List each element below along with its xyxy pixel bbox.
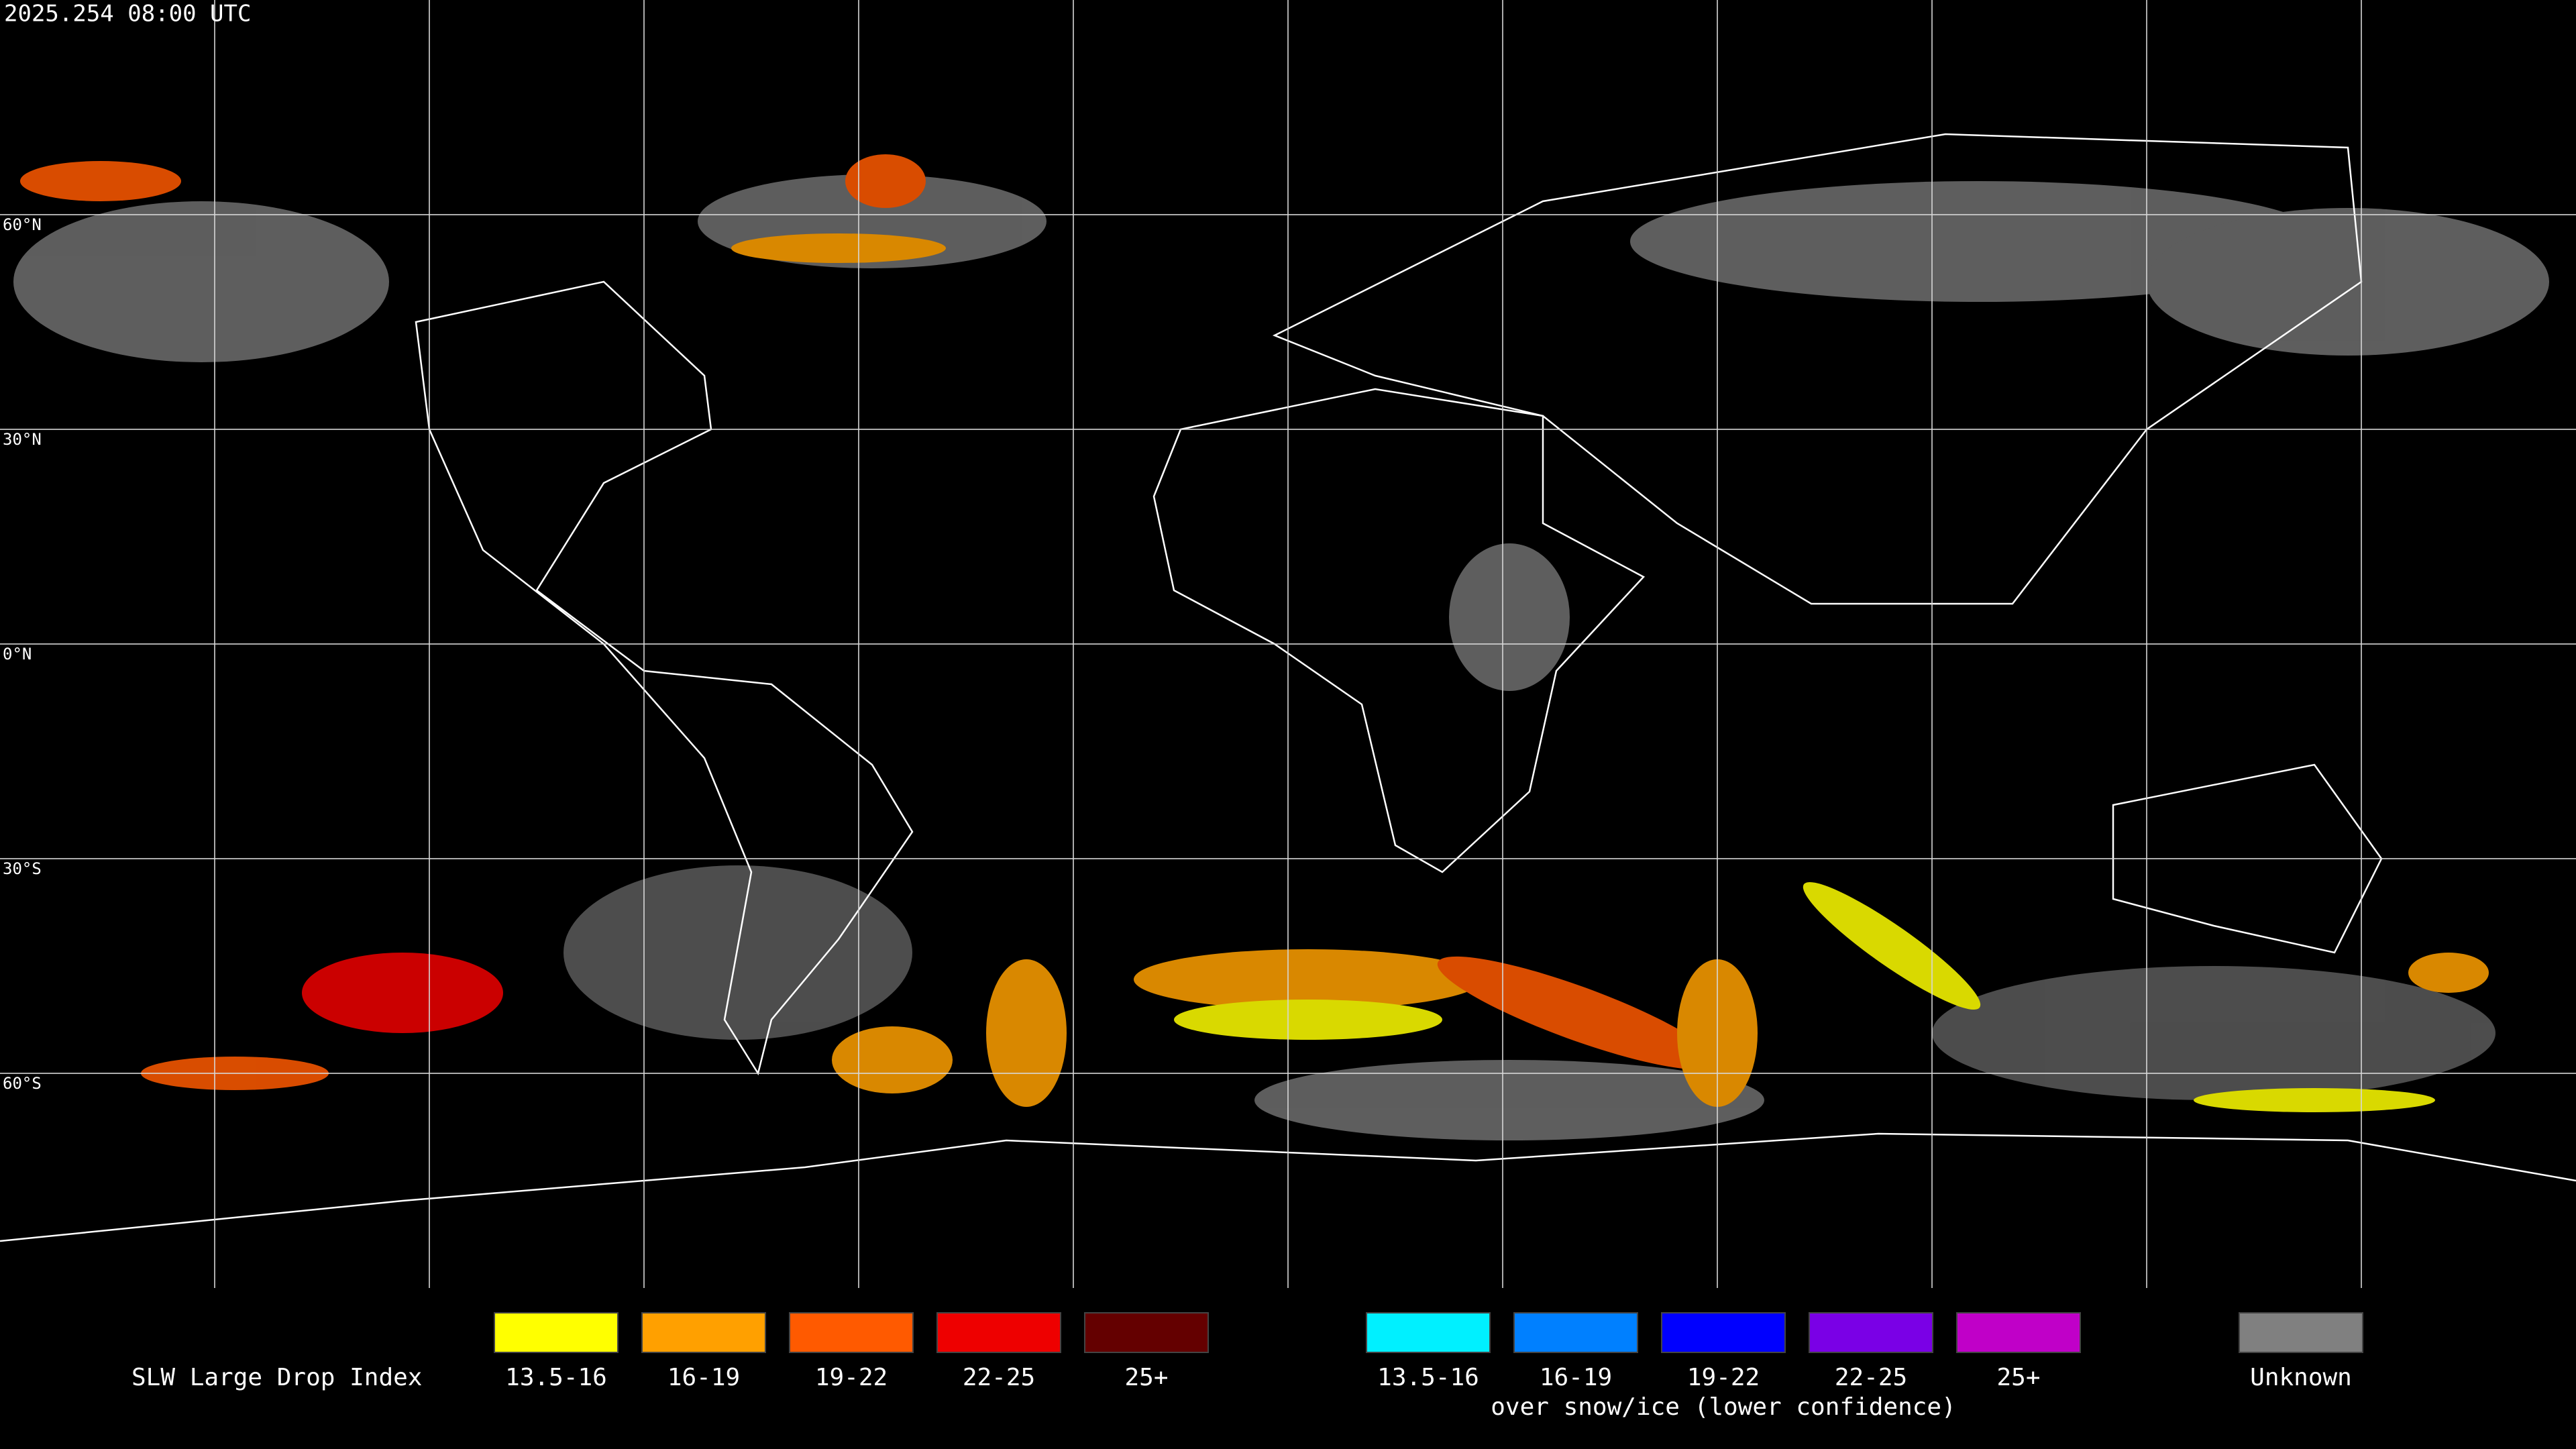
legend-title: SLW Large Drop Index [131, 1364, 422, 1391]
drop-area [731, 233, 946, 263]
latitude-labels: 60°N 30°N 0°N 30°S 60°S [3, 215, 42, 1093]
latitude-label: 60°S [3, 1074, 42, 1093]
graticule [0, 0, 2576, 1288]
drop-area [986, 959, 1067, 1107]
legend-label: 13.5-16 [505, 1364, 607, 1391]
legend-label: 22-25 [963, 1364, 1035, 1391]
coastline-eurasia [1272, 133, 2363, 605]
legend-swatch [494, 1312, 619, 1353]
latitude-label: 30°N [3, 430, 42, 449]
legend-swatch [2239, 1312, 2363, 1353]
drop-area [2194, 1088, 2435, 1112]
drop-area [20, 161, 181, 201]
unknown-area [2147, 208, 2549, 356]
legend-label: Unknown [2250, 1364, 2352, 1391]
legend-swatch [1661, 1312, 1786, 1353]
drop-area [302, 953, 503, 1033]
legend-swatch [1084, 1312, 1209, 1353]
coastlines [0, 133, 2576, 1242]
latitude-label: 60°N [3, 215, 42, 234]
drop-area [832, 1026, 953, 1093]
latitude-label: 30°S [3, 859, 42, 878]
legend-label: 13.5-16 [1377, 1364, 1479, 1391]
legend-label: 19-22 [815, 1364, 888, 1391]
unknown-area [1449, 543, 1570, 691]
legend-label: 16-19 [667, 1364, 740, 1391]
legend-label: 16-19 [1540, 1364, 1612, 1391]
coastline-americas [415, 280, 914, 1076]
legend-label: 22-25 [1835, 1364, 1907, 1391]
drop-area [845, 154, 926, 208]
legend-swatch [936, 1312, 1061, 1353]
drop-area [2408, 953, 2489, 993]
legend-swatch [789, 1312, 914, 1353]
drop-area [1174, 1000, 1442, 1040]
unknown-area [564, 865, 912, 1040]
coastline-australia [2112, 763, 2383, 954]
coastline-africa [1152, 388, 1646, 873]
coastline-antarctica [0, 1132, 2576, 1242]
legend-swatch [1513, 1312, 1638, 1353]
legend: 13.5-16 16-19 19-22 22-25 25+ 13.5-16 16-19 19-… [494, 1312, 2363, 1421]
unknown-area [1254, 1060, 1764, 1140]
legend-label: 25+ [1996, 1364, 2040, 1391]
legend-label: 19-22 [1687, 1364, 1760, 1391]
legend-label: 25+ [1124, 1364, 1168, 1391]
legend-swatch [1956, 1312, 2081, 1353]
timestamp: 2025.254 08:00 UTC [4, 1, 251, 28]
legend-swatch [1366, 1312, 1491, 1353]
cloud-field [13, 154, 2549, 1140]
latitude-label: 0°N [3, 645, 32, 663]
drop-area [1803, 881, 1981, 1010]
legend-caption: over snow/ice (lower confidence) [1491, 1393, 1956, 1421]
drop-area [1134, 949, 1483, 1010]
legend-swatch [1809, 1312, 1933, 1353]
drop-area [1437, 956, 1716, 1070]
legend-swatch [641, 1312, 766, 1353]
unknown-area [13, 201, 389, 362]
unknown-area [1932, 966, 2496, 1100]
